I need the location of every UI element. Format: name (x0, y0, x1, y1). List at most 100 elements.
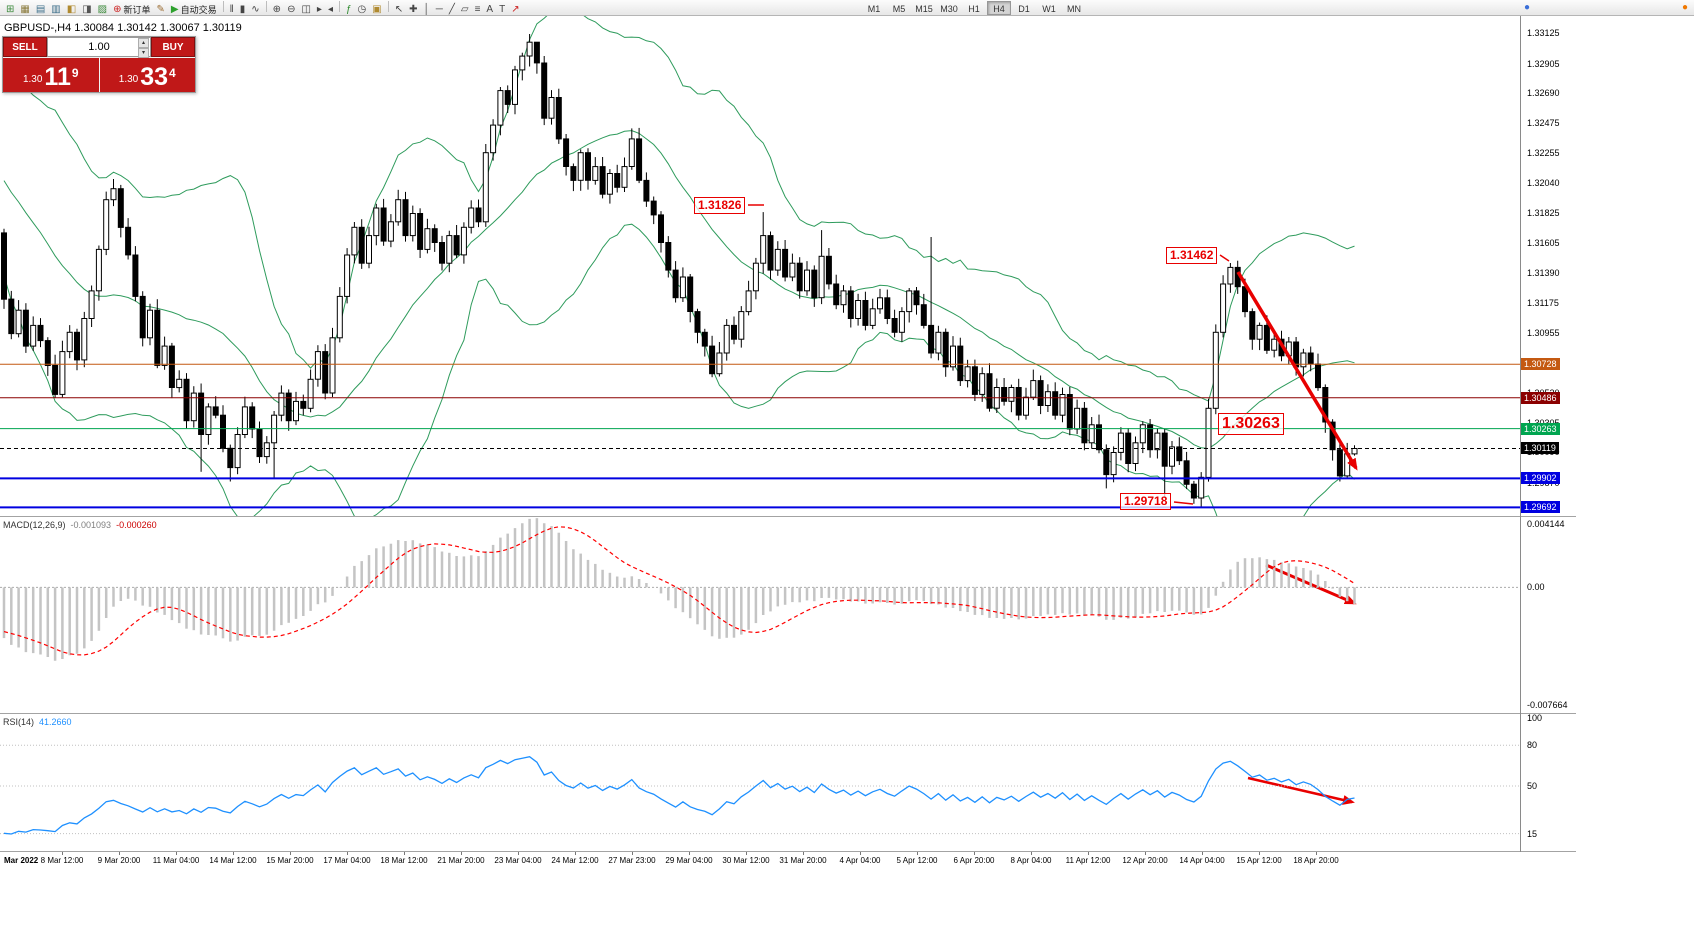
main-chart-canvas[interactable] (0, 16, 1520, 516)
candle (1066, 394, 1073, 430)
indicators-icon[interactable]: ƒ (344, 3, 354, 17)
panel-divider[interactable] (0, 851, 1576, 852)
candle (132, 254, 139, 297)
auto-scroll-icon[interactable]: ▸ (315, 3, 324, 17)
candlestick-chart-icon[interactable]: ▮ (238, 3, 248, 17)
crosshair-icon[interactable]: ✚ (407, 3, 419, 17)
buy-price-button[interactable]: 1.30 33 4 (99, 58, 195, 92)
price-annotation[interactable]: 1.31462 (1166, 247, 1218, 264)
candle (1081, 407, 1088, 444)
candle (920, 304, 927, 326)
candle (468, 207, 475, 228)
arrows-icon[interactable]: ↗ (509, 3, 521, 17)
terminal-icon[interactable]: ◨ (80, 3, 93, 17)
data-window-icon[interactable]: ▥ (49, 3, 62, 17)
price-axis-tick: 1.32905 (1527, 58, 1560, 69)
volume-input[interactable] (48, 38, 150, 56)
candle (877, 297, 883, 310)
mql5-community-icon[interactable]: ● (1524, 2, 1531, 13)
price-axis-tick: 1.32040 (1527, 178, 1560, 189)
strategy-tester-icon[interactable]: ▨ (96, 3, 109, 17)
rsi-panel-canvas[interactable] (0, 714, 1520, 851)
panel-divider[interactable] (0, 516, 1576, 517)
zoom-in-icon: ⊕ (272, 3, 282, 15)
metaeditor-icon[interactable]: ✎ (155, 3, 167, 17)
chart-profiles-icon[interactable]: ▦ (18, 3, 31, 17)
timeframe-H1[interactable]: H1 (968, 4, 980, 14)
candle (329, 337, 336, 394)
fibonacci-icon[interactable]: ≡ (473, 3, 483, 17)
auto-trading-button[interactable]: ▶ 自动交易 (169, 3, 219, 17)
trend-arrow[interactable] (1247, 776, 1355, 805)
candle (1263, 324, 1270, 351)
buy-button[interactable]: BUY (151, 37, 195, 57)
volume-decrease-button[interactable]: ▾ (138, 48, 149, 58)
timeframe-MN[interactable]: MN (1067, 4, 1081, 14)
chart-shift-icon[interactable]: ◂ (326, 3, 335, 17)
candle (366, 235, 372, 264)
macd-panel-canvas[interactable] (0, 517, 1520, 713)
cursor-icon[interactable]: ↖ (393, 3, 405, 17)
candle (701, 331, 708, 347)
price-annotation[interactable]: 1.31826 (694, 197, 746, 214)
time-axis-tickmark (803, 852, 804, 855)
timeframe-W1[interactable]: W1 (1042, 4, 1056, 14)
text-icon[interactable]: A (484, 3, 495, 17)
candle (964, 366, 971, 382)
navigator-icon[interactable]: ◧ (65, 3, 78, 17)
candle (1205, 407, 1212, 478)
candle (665, 242, 672, 271)
price-annotation[interactable]: 1.29718 (1120, 493, 1172, 510)
text-label-icon[interactable]: T (497, 3, 507, 17)
time-axis-label: 14 Mar 12:00 (209, 856, 257, 865)
candle (1059, 394, 1066, 416)
sell-button[interactable]: SELL (3, 37, 47, 57)
time-axis-label: 8 Mar 12:00 (40, 856, 84, 865)
timeframe-M30[interactable]: M30 (940, 4, 958, 14)
candle (504, 90, 511, 105)
candle (154, 309, 161, 366)
timeframe-M15[interactable]: M15 (915, 4, 933, 14)
candle (1030, 380, 1037, 398)
timeframe-M1[interactable]: M1 (867, 4, 881, 14)
trend-arrow[interactable] (1236, 271, 1358, 471)
candle (555, 97, 562, 140)
line-chart-icon[interactable]: ∿ (249, 3, 261, 17)
price-axis[interactable]: 1.33125 1.32905 1.32690 1.32475 1.32255 1.320… (1520, 0, 1594, 936)
new-order-icon: ⊕ (113, 3, 122, 15)
new-chart-icon[interactable]: ⊞ (4, 3, 16, 17)
templates-icon[interactable]: ▣ (370, 3, 383, 17)
timeframe-M5[interactable]: M5 (892, 4, 906, 14)
candle (577, 152, 584, 181)
market-watch-icon[interactable]: ▤ (34, 3, 47, 17)
equidistant-channel-icon[interactable]: ▱ (459, 3, 471, 17)
sell-price-button[interactable]: 1.30 11 9 (3, 58, 99, 92)
new-order-button[interactable]: ⊕ 新订单 (111, 3, 152, 17)
candle (358, 226, 365, 264)
horizontal-line-icon[interactable]: ─ (434, 3, 445, 17)
trendline-icon[interactable]: ╱ (447, 3, 457, 17)
price-axis-tick: 1.33125 (1527, 28, 1560, 39)
time-axis[interactable]: Mar 2022 8 Mar 12:00 9 Mar 20:00 11 Mar 04:… (0, 852, 1576, 872)
candle (563, 138, 570, 168)
rsi-name: RSI(14) (3, 717, 35, 727)
periods-icon[interactable]: ◷ (356, 3, 369, 17)
line-chart-icon: ∿ (251, 3, 260, 15)
market-watch-icon: ▤ (35, 3, 46, 15)
candle (431, 228, 438, 243)
zoom-out-icon[interactable]: ⊖ (285, 3, 297, 17)
price-annotation[interactable]: 1.30263 (1218, 413, 1284, 435)
zoom-in-icon[interactable]: ⊕ (271, 3, 283, 17)
volume-increase-button[interactable]: ▴ (138, 38, 149, 48)
timeframe-H4[interactable]: H4 (987, 1, 1011, 15)
time-axis-tickmark (461, 852, 462, 855)
vertical-line-icon[interactable]: │ (422, 3, 432, 17)
news-alert-icon[interactable]: ● (1682, 2, 1689, 13)
bar-chart-icon[interactable]: ‖ (228, 3, 236, 17)
timeframe-D1[interactable]: D1 (1018, 4, 1030, 14)
candle (804, 269, 810, 292)
time-axis-tickmark (917, 852, 918, 855)
panel-divider[interactable] (0, 713, 1576, 714)
candle (1307, 352, 1314, 365)
tile-windows-icon[interactable]: ◫ (299, 3, 312, 17)
